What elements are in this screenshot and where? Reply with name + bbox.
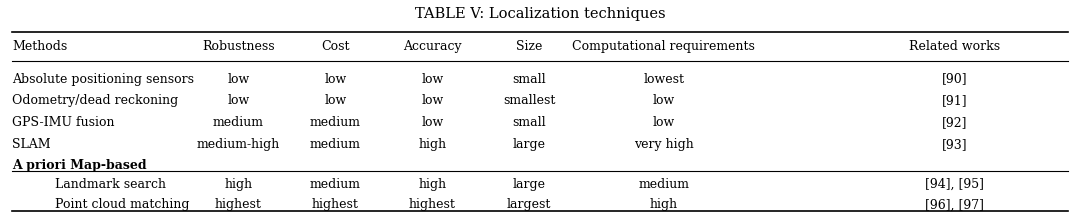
- Text: low: low: [421, 73, 444, 86]
- Text: low: low: [227, 95, 249, 107]
- Text: small: small: [512, 116, 546, 129]
- Text: high: high: [418, 178, 446, 191]
- Text: [92]: [92]: [942, 116, 968, 129]
- Text: medium: medium: [310, 116, 361, 129]
- Text: Accuracy: Accuracy: [403, 40, 461, 53]
- Text: low: low: [421, 95, 444, 107]
- Text: medium: medium: [310, 178, 361, 191]
- Text: A priori Map-based: A priori Map-based: [12, 159, 147, 172]
- Text: [96], [97]: [96], [97]: [926, 198, 984, 211]
- Text: Related works: Related works: [909, 40, 1000, 53]
- Text: high: high: [418, 138, 446, 151]
- Text: Landmark search: Landmark search: [39, 178, 166, 191]
- Text: very high: very high: [634, 138, 693, 151]
- Text: GPS-IMU fusion: GPS-IMU fusion: [12, 116, 114, 129]
- Text: medium-high: medium-high: [197, 138, 280, 151]
- Text: [91]: [91]: [942, 95, 968, 107]
- Text: medium: medium: [638, 178, 689, 191]
- Text: largest: largest: [507, 198, 552, 211]
- Text: highest: highest: [312, 198, 359, 211]
- Text: large: large: [513, 138, 545, 151]
- Text: high: high: [225, 178, 253, 191]
- Text: Methods: Methods: [12, 40, 67, 53]
- Text: low: low: [652, 95, 675, 107]
- Text: Odometry/dead reckoning: Odometry/dead reckoning: [12, 95, 178, 107]
- Text: Computational requirements: Computational requirements: [572, 40, 755, 53]
- Text: low: low: [421, 116, 444, 129]
- Text: high: high: [650, 198, 678, 211]
- Text: medium: medium: [310, 138, 361, 151]
- Text: low: low: [652, 116, 675, 129]
- Text: highest: highest: [215, 198, 261, 211]
- Text: low: low: [324, 95, 347, 107]
- Text: Cost: Cost: [321, 40, 350, 53]
- Text: Point cloud matching: Point cloud matching: [39, 198, 190, 211]
- Text: lowest: lowest: [644, 73, 685, 86]
- Text: highest: highest: [409, 198, 456, 211]
- Text: [90]: [90]: [942, 73, 968, 86]
- Text: low: low: [227, 73, 249, 86]
- Text: Absolute positioning sensors: Absolute positioning sensors: [12, 73, 194, 86]
- Text: [94], [95]: [94], [95]: [926, 178, 984, 191]
- Text: small: small: [512, 73, 546, 86]
- Text: medium: medium: [213, 116, 264, 129]
- Text: low: low: [324, 73, 347, 86]
- Text: [93]: [93]: [942, 138, 968, 151]
- Text: Robustness: Robustness: [202, 40, 274, 53]
- Text: TABLE V: Localization techniques: TABLE V: Localization techniques: [415, 7, 665, 21]
- Text: SLAM: SLAM: [12, 138, 51, 151]
- Text: smallest: smallest: [503, 95, 555, 107]
- Text: large: large: [513, 178, 545, 191]
- Text: Size: Size: [516, 40, 542, 53]
